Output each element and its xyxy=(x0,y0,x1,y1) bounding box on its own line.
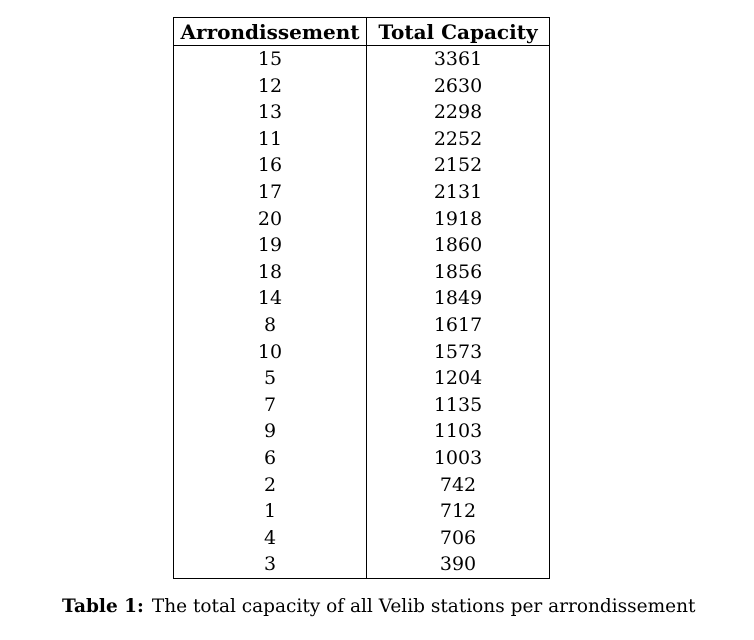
cell-total-capacity: 3361 xyxy=(433,48,483,70)
cell-arrondissement: 11 xyxy=(173,125,367,153)
table-row: 12 2630 xyxy=(173,72,550,100)
cell-total-capacity: 2630 xyxy=(433,74,483,97)
cell-total-capacity: 1856 xyxy=(433,260,483,283)
cell-total-capacity: 1003 xyxy=(433,446,483,469)
cell-arrondissement: 16 xyxy=(173,152,367,179)
table-row: 19 1860 xyxy=(173,232,550,259)
cell-total-capacity: 742 xyxy=(439,473,477,496)
cell-arrondissement: 9 xyxy=(173,418,367,445)
cell-total-capacity: 1617 xyxy=(433,313,483,336)
cell-arrondissement: 18 xyxy=(173,258,367,286)
table-header-row: Arrondissement Total Capacity xyxy=(173,17,550,46)
cell-arrondissement: 5 xyxy=(173,365,367,392)
capacity-table: Arrondissement Total Capacity 15 3361 12 26… xyxy=(173,17,550,579)
table-row: 3 390 xyxy=(173,551,550,579)
cell-total-capacity: 1860 xyxy=(433,234,483,257)
cell-total-capacity: 1204 xyxy=(433,367,483,390)
cell-arrondissement: 2 xyxy=(173,471,367,499)
cell-total-capacity: 2252 xyxy=(433,127,483,150)
cell-arrondissement: 13 xyxy=(173,99,367,126)
cell-arrondissement: 7 xyxy=(173,391,367,419)
table-row: 9 1103 xyxy=(173,418,550,445)
table-row: 13 2298 xyxy=(173,99,550,126)
table-row: 18 1856 xyxy=(173,258,550,286)
cell-total-capacity: 1135 xyxy=(433,393,483,416)
cell-total-capacity: 706 xyxy=(439,526,477,549)
cell-total-capacity: 1573 xyxy=(433,340,483,363)
cell-arrondissement: 19 xyxy=(173,232,367,259)
cell-arrondissement: 3 xyxy=(173,551,367,579)
table-row: 8 1617 xyxy=(173,311,550,339)
table-row: 20 1918 xyxy=(173,205,550,233)
cell-total-capacity: 2298 xyxy=(433,101,483,124)
table-row: 6 1003 xyxy=(173,444,550,472)
caption-text: The total capacity of all Velib stations… xyxy=(151,596,696,617)
cell-arrondissement: 1 xyxy=(173,498,367,525)
cell-total-capacity: 390 xyxy=(439,553,477,576)
table-row: 14 1849 xyxy=(173,285,550,312)
cell-arrondissement: 20 xyxy=(173,205,367,233)
cell-total-capacity: 1849 xyxy=(433,287,483,310)
table-body: 15 3361 12 2630 13 2298 11 2252 16 2152 17 2131 20 19… xyxy=(173,45,550,579)
table-row: 4 706 xyxy=(173,524,550,552)
cell-arrondissement: 6 xyxy=(173,444,367,472)
table-row: 11 2252 xyxy=(173,125,550,153)
table-row: 15 3361 xyxy=(173,45,550,73)
table-row: 5 1204 xyxy=(173,365,550,392)
table-caption: Table 1: The total capacity of all Velib … xyxy=(62,596,695,617)
cell-total-capacity: 1103 xyxy=(433,420,483,443)
cell-arrondissement: 10 xyxy=(173,338,367,366)
column-header-arrondissement: Arrondissement xyxy=(173,17,367,46)
table-row: 17 2131 xyxy=(173,178,550,206)
cell-arrondissement: 8 xyxy=(173,311,367,339)
cell-total-capacity: 2152 xyxy=(433,154,483,177)
table-row: 7 1135 xyxy=(173,391,550,419)
cell-arrondissement: 12 xyxy=(173,72,367,100)
cell-arrondissement: 15 xyxy=(173,45,367,73)
table-row: 2 742 xyxy=(173,471,550,499)
cell-total-capacity: 1918 xyxy=(433,207,483,230)
cell-total-capacity: 2131 xyxy=(433,180,483,203)
cell-total-capacity: 712 xyxy=(439,500,477,523)
table-row: 10 1573 xyxy=(173,338,550,366)
column-header-total-capacity: Total Capacity xyxy=(366,17,550,46)
cell-arrondissement: 14 xyxy=(173,285,367,312)
cell-arrondissement: 4 xyxy=(173,524,367,552)
table-row: 1 712 xyxy=(173,498,550,525)
cell-arrondissement: 17 xyxy=(173,178,367,206)
capacity-table-container: Arrondissement Total Capacity 15 3361 12 26… xyxy=(173,17,550,579)
table-row: 16 2152 xyxy=(173,152,550,179)
caption-label: Table 1: xyxy=(62,596,144,617)
